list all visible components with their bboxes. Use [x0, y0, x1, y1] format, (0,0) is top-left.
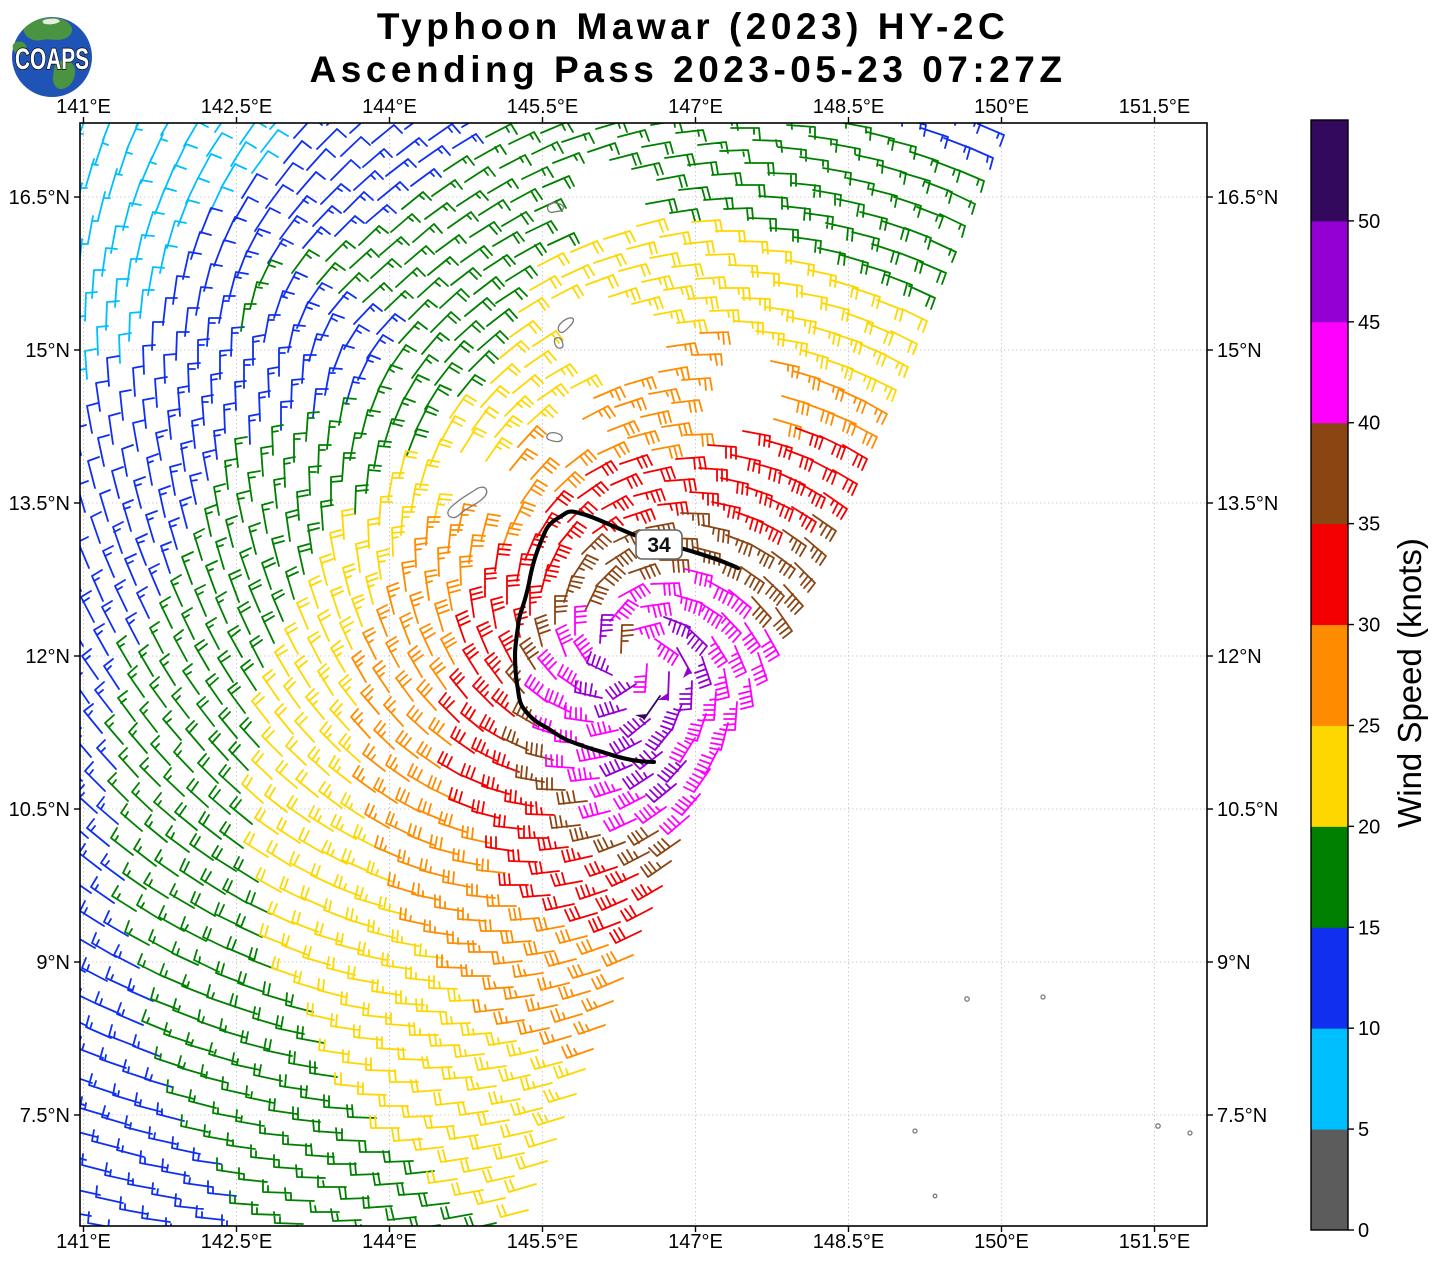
svg-text:148.5°E: 148.5°E — [813, 96, 884, 118]
svg-text:34: 34 — [647, 534, 671, 557]
svg-text:16.5°N: 16.5°N — [9, 187, 70, 209]
svg-text:144°E: 144°E — [362, 1231, 417, 1253]
svg-text:COAPS: COAPS — [15, 43, 89, 76]
svg-text:45: 45 — [1358, 312, 1380, 334]
svg-text:50: 50 — [1358, 211, 1380, 233]
svg-text:5: 5 — [1358, 1119, 1369, 1141]
svg-text:13.5°N: 13.5°N — [1217, 493, 1278, 515]
svg-text:151.5°E: 151.5°E — [1119, 96, 1190, 118]
svg-text:150°E: 150°E — [974, 96, 1029, 118]
svg-text:141°E: 141°E — [56, 96, 111, 118]
svg-text:148.5°E: 148.5°E — [813, 1231, 884, 1253]
svg-text:145.5°E: 145.5°E — [507, 96, 578, 118]
svg-text:Typhoon Mawar (2023) HY-2C: Typhoon Mawar (2023) HY-2C — [377, 6, 1009, 47]
svg-text:142.5°E: 142.5°E — [201, 1231, 272, 1253]
svg-text:15°N: 15°N — [25, 340, 70, 362]
svg-text:12°N: 12°N — [25, 646, 70, 668]
svg-text:145.5°E: 145.5°E — [507, 1231, 578, 1253]
svg-text:10.5°N: 10.5°N — [1217, 799, 1278, 821]
svg-text:30: 30 — [1358, 615, 1380, 637]
svg-text:Wind Speed (knots): Wind Speed (knots) — [1391, 538, 1428, 828]
svg-text:147°E: 147°E — [668, 96, 723, 118]
svg-text:10.5°N: 10.5°N — [9, 799, 70, 821]
svg-text:15°N: 15°N — [1217, 340, 1262, 362]
svg-text:25: 25 — [1358, 716, 1380, 738]
svg-text:Ascending Pass 2023-05-23 07:2: Ascending Pass 2023-05-23 07:27Z — [310, 49, 1067, 90]
svg-text:7.5°N: 7.5°N — [20, 1105, 70, 1127]
svg-text:40: 40 — [1358, 413, 1380, 435]
svg-text:12°N: 12°N — [1217, 646, 1262, 668]
svg-text:0: 0 — [1358, 1220, 1369, 1242]
svg-text:144°E: 144°E — [362, 96, 417, 118]
svg-text:141°E: 141°E — [56, 1231, 111, 1253]
svg-text:9°N: 9°N — [36, 952, 70, 974]
svg-text:10: 10 — [1358, 1018, 1380, 1040]
svg-text:13.5°N: 13.5°N — [9, 493, 70, 515]
svg-text:147°E: 147°E — [668, 1231, 723, 1253]
svg-text:150°E: 150°E — [974, 1231, 1029, 1253]
svg-text:20: 20 — [1358, 816, 1380, 838]
svg-text:16.5°N: 16.5°N — [1217, 187, 1278, 209]
svg-text:9°N: 9°N — [1217, 952, 1251, 974]
svg-text:151.5°E: 151.5°E — [1119, 1231, 1190, 1253]
svg-text:7.5°N: 7.5°N — [1217, 1105, 1267, 1127]
svg-text:15: 15 — [1358, 917, 1380, 939]
svg-text:142.5°E: 142.5°E — [201, 96, 272, 118]
svg-text:35: 35 — [1358, 514, 1380, 536]
